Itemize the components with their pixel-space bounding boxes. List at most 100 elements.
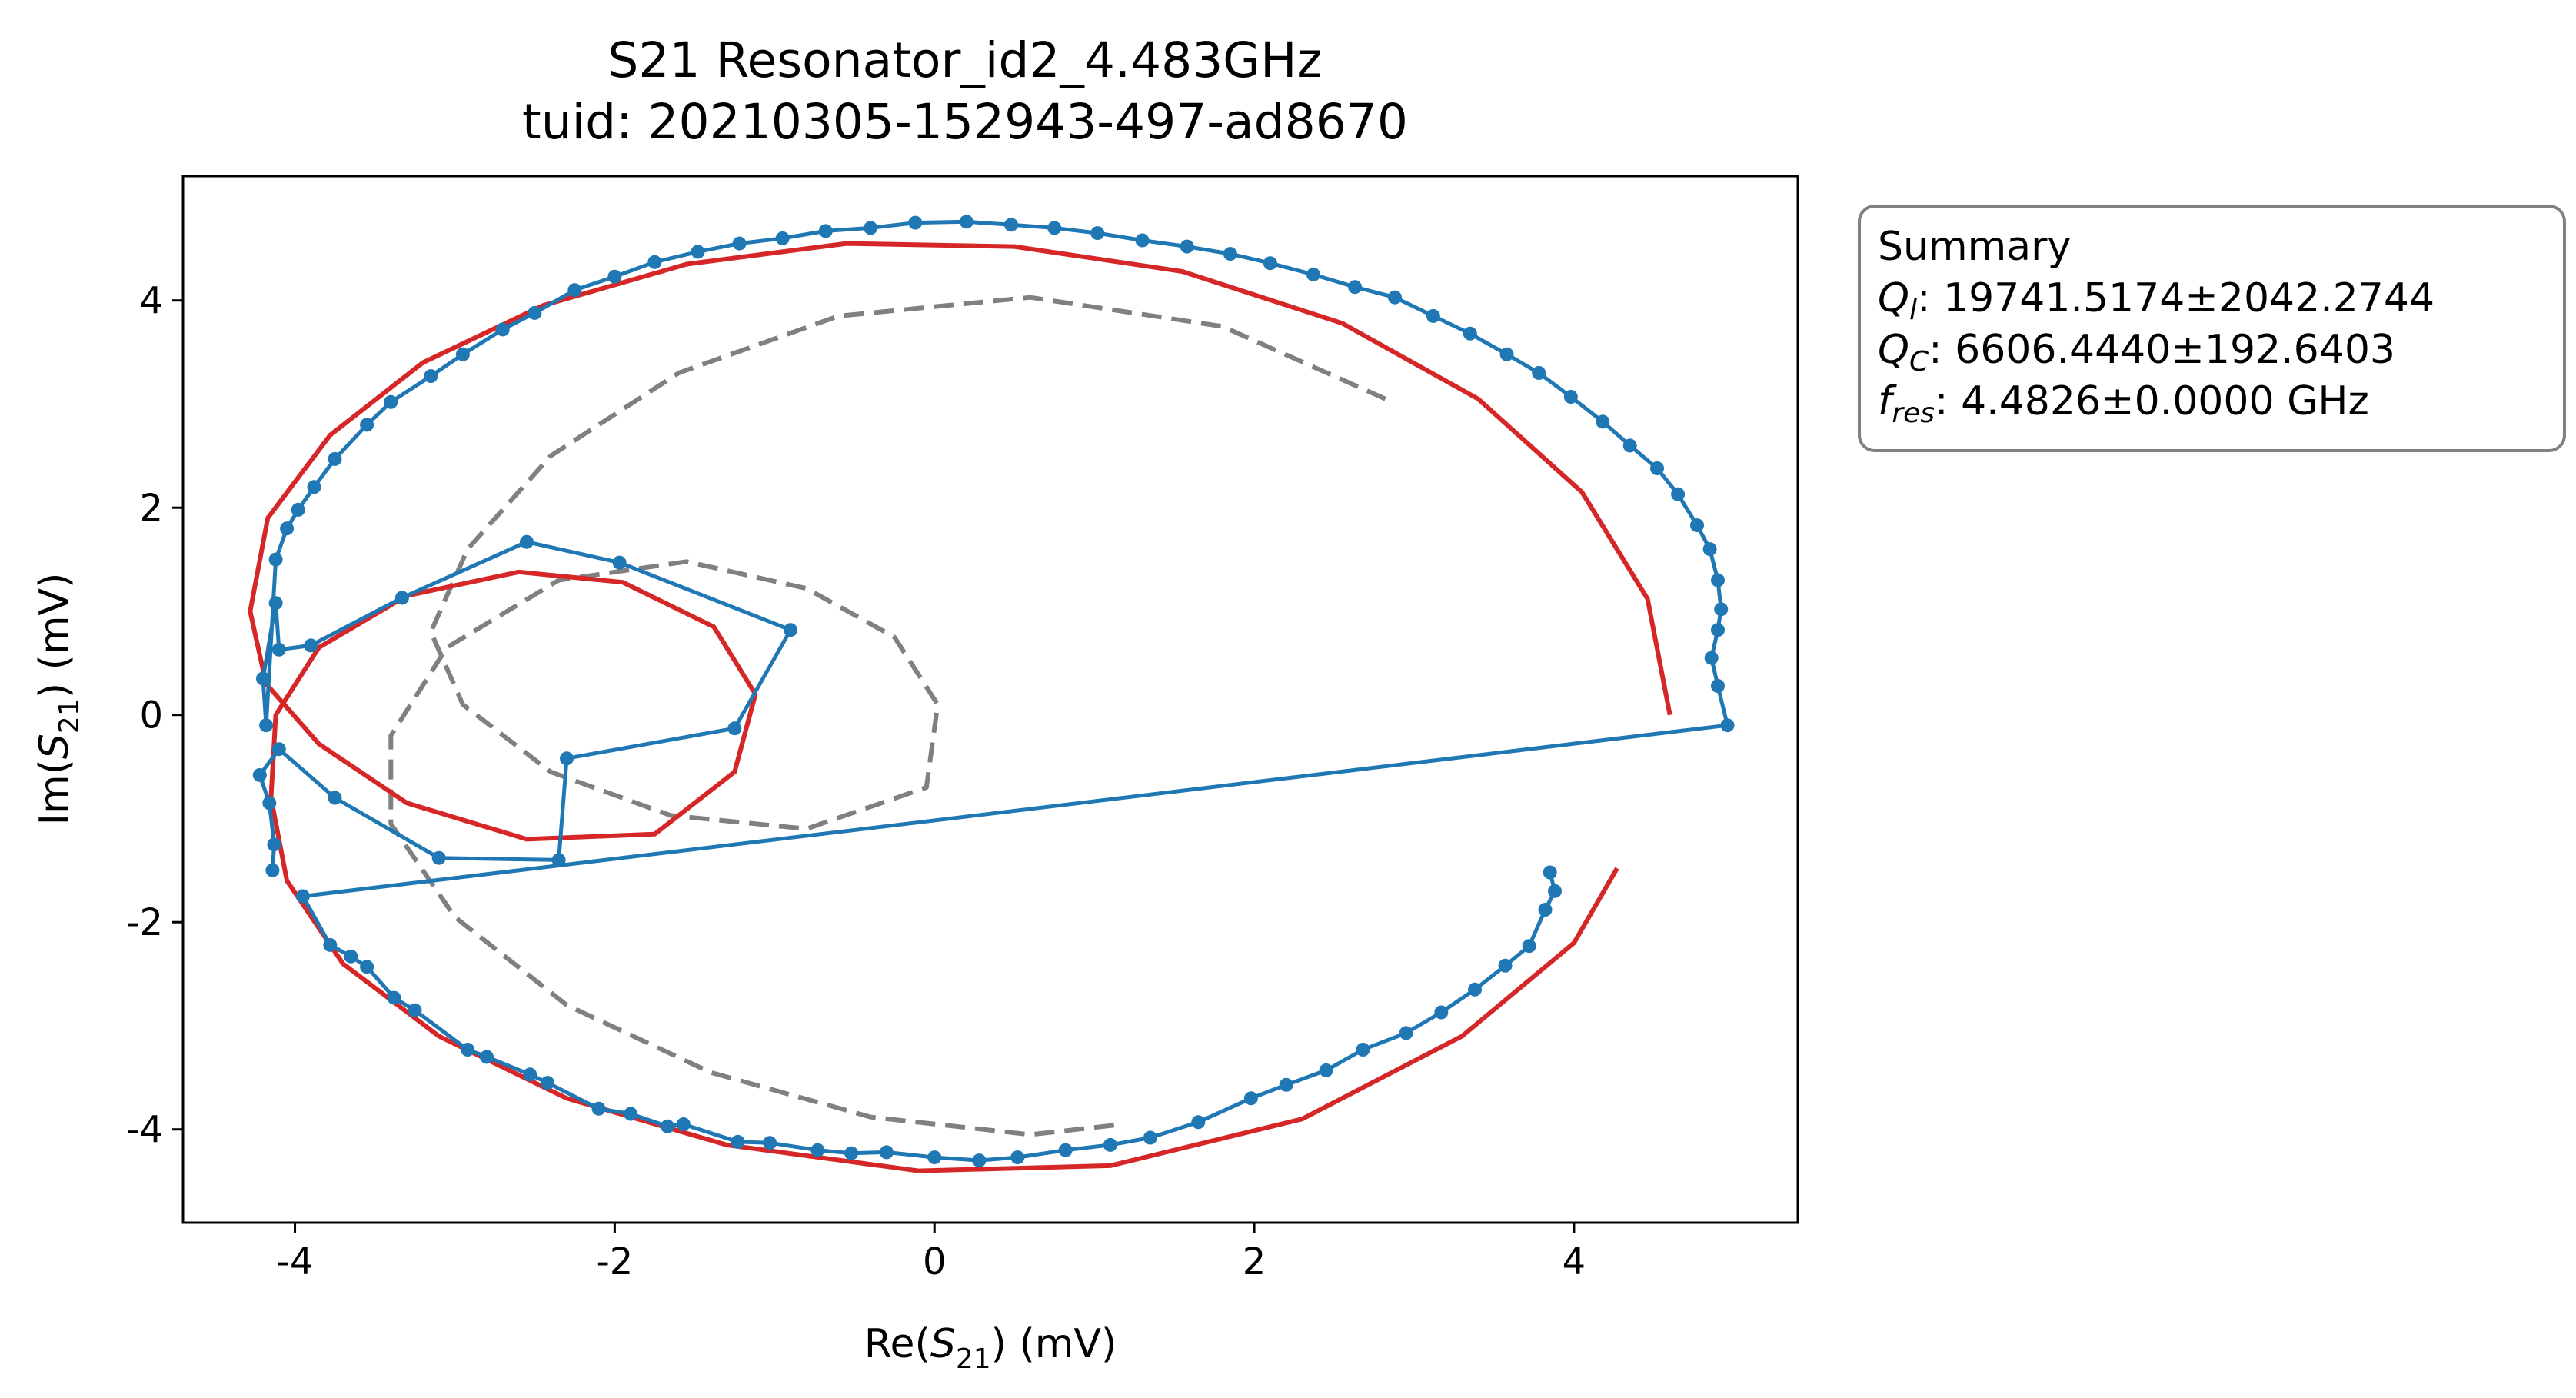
data-point-68 (323, 937, 338, 952)
y-tick-label-0: -4 (126, 1109, 163, 1152)
marker-layer (252, 215, 1735, 1168)
data-point-69 (344, 949, 358, 964)
data-point-66 (1720, 718, 1735, 733)
summary-line-qc: QC: 6606.4440±192.6403 (1878, 327, 2395, 378)
data-point-56 (1622, 438, 1637, 453)
plot-frame (181, 175, 1799, 1224)
y-axis-label: Im(S21) (mV) (32, 573, 85, 826)
data-point-9 (727, 721, 742, 736)
data-point-83 (810, 1143, 825, 1157)
data-point-78 (624, 1107, 638, 1121)
data-point-79 (661, 1119, 674, 1133)
data-point-95 (1319, 1063, 1333, 1077)
data-point-22 (307, 480, 321, 494)
data-point-2 (262, 796, 277, 811)
chart-title: S21 Resonator_id2_4.483GHz (607, 32, 1322, 88)
data-point-44 (1180, 239, 1194, 254)
data-point-28 (495, 322, 510, 337)
data-point-16 (268, 596, 283, 611)
data-point-93 (1243, 1091, 1258, 1106)
x-axis-label-prefix: Re( (864, 1321, 930, 1367)
data-point-104 (1543, 865, 1557, 880)
data-point-13 (394, 591, 409, 605)
y-axis-label-prefix: Im( (32, 759, 78, 825)
data-point-10 (784, 623, 798, 637)
data-point-48 (1348, 280, 1363, 295)
data-point-58 (1671, 487, 1686, 501)
x-axis-label-suffix: ) (mV) (991, 1321, 1117, 1367)
data-point-15 (271, 642, 286, 657)
data-point-12 (520, 534, 534, 549)
data-point-45 (1223, 247, 1237, 261)
data-point-50 (1426, 308, 1440, 323)
data-point-75 (523, 1067, 537, 1082)
data-point-89 (1058, 1143, 1073, 1157)
data-point-7 (551, 853, 566, 867)
data-point-52 (1499, 347, 1514, 361)
data-point-38 (908, 215, 923, 230)
data-point-21 (291, 502, 305, 517)
data-point-18 (259, 718, 274, 733)
data-point-11 (612, 555, 627, 570)
chart-subtitle: tuid: 20210305-152943-497-ad8670 (522, 94, 1408, 150)
x-axis-label: Re(S21) (mV) (864, 1321, 1117, 1375)
x-axis-label-sub: 21 (956, 1343, 991, 1375)
data-point-61 (1711, 573, 1725, 587)
data-point-67 (295, 889, 310, 904)
summary-fres-text: : 4.4826±0.0000 GHz (1935, 378, 2369, 424)
data-point-30 (567, 283, 582, 298)
summary-qc-var: Q (1878, 327, 1909, 373)
data-point-65 (1711, 679, 1725, 693)
y-tick-label-4: 4 (139, 280, 163, 323)
data-point-4 (271, 742, 286, 757)
data-point-36 (818, 224, 833, 238)
data-point-3 (252, 767, 267, 782)
data-point-80 (676, 1117, 691, 1131)
data-point-25 (384, 394, 398, 409)
summary-fres-sub: res (1892, 398, 1935, 429)
data-point-72 (408, 1003, 422, 1017)
data-point-5 (328, 791, 342, 805)
data-point-19 (268, 552, 283, 567)
series-guess-line (388, 295, 1386, 1137)
data-point-63 (1711, 623, 1725, 637)
data-point-87 (972, 1153, 987, 1168)
data-point-53 (1532, 366, 1546, 380)
data-point-99 (1468, 982, 1482, 997)
x-tick-label-2: 0 (923, 1240, 947, 1283)
summary-ql-sub: l (1909, 295, 1917, 326)
data-point-59 (1690, 518, 1704, 533)
data-point-51 (1463, 326, 1477, 341)
data-point-98 (1434, 1005, 1449, 1020)
data-point-27 (455, 347, 470, 361)
summary-line-ql: Ql: 19741.5174±2042.2744 (1878, 275, 2435, 326)
data-point-20 (280, 521, 295, 536)
data-point-31 (607, 269, 622, 284)
summary-title: Summary (1878, 224, 2071, 270)
data-point-14 (304, 638, 318, 653)
y-axis-label-var: S (32, 734, 78, 759)
data-point-90 (1103, 1137, 1117, 1152)
x-axis-ticks: -4 -2 0 2 4 (277, 1223, 1586, 1283)
data-point-29 (528, 305, 542, 320)
data-point-94 (1279, 1077, 1293, 1092)
summary-qc-sub: C (1909, 346, 1929, 378)
x-tick-label-4: 4 (1563, 1240, 1586, 1283)
x-tick-label-0: -4 (277, 1240, 314, 1283)
data-point-102 (1538, 903, 1553, 917)
summary-box: Summary Ql: 19741.5174±2042.2744 QC: 660… (1858, 205, 2566, 452)
data-point-47 (1306, 268, 1320, 281)
data-point-37 (864, 221, 878, 235)
data-point-6 (431, 850, 446, 865)
data-point-64 (1704, 651, 1719, 665)
data-point-92 (1191, 1115, 1206, 1130)
data-point-85 (879, 1145, 894, 1160)
data-point-76 (541, 1076, 555, 1090)
data-point-54 (1563, 390, 1578, 404)
data-point-103 (1548, 884, 1562, 898)
y-axis-label-sub: 21 (54, 698, 85, 734)
data-point-39 (959, 215, 973, 229)
y-tick-label-2: 0 (139, 694, 163, 737)
data-point-84 (844, 1146, 859, 1160)
